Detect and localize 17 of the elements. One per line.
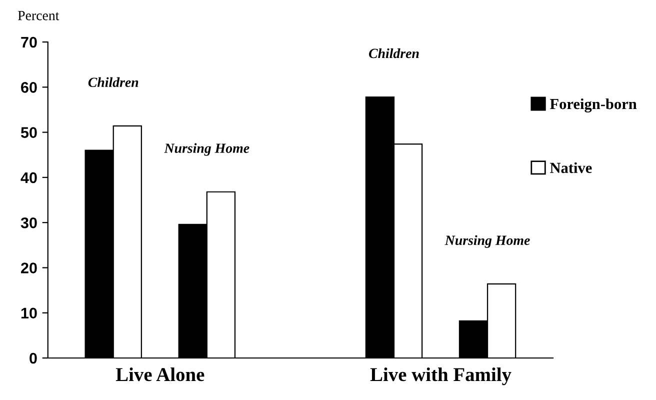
y-tick-label: 10 bbox=[21, 308, 37, 319]
y-tick-label: 30 bbox=[20, 217, 37, 228]
legend-label: Native bbox=[550, 162, 592, 174]
y-tick-label: 0 bbox=[30, 352, 37, 364]
y-tick-label: 60 bbox=[21, 82, 37, 93]
x-tick-label: Nursing Home bbox=[164, 143, 250, 156]
y-tick-label: 50 bbox=[20, 127, 37, 138]
y-tick-label: 20 bbox=[21, 262, 37, 274]
legend-label: Foreign-born bbox=[550, 98, 637, 112]
x-tick-label: Children bbox=[368, 48, 419, 58]
x-tick-label: Children bbox=[88, 77, 138, 88]
text: Live with Family bbox=[370, 367, 512, 386]
y-axis-title: Percent bbox=[18, 10, 60, 20]
x-tick-label: Nursing Home bbox=[444, 235, 530, 248]
y-tick-label: 40 bbox=[20, 172, 37, 184]
text: Live Alone bbox=[116, 367, 204, 382]
y-tick-label: 70 bbox=[21, 36, 37, 48]
